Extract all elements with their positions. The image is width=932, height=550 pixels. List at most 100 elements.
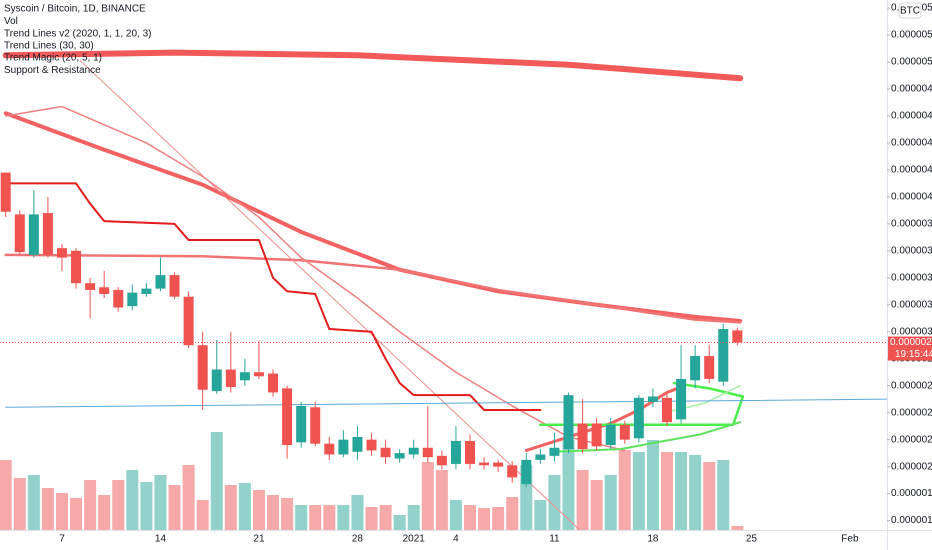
candle-body <box>338 439 349 455</box>
price-label-box <box>888 336 932 349</box>
candle-body <box>676 378 687 420</box>
candle-body <box>633 397 644 439</box>
volume-bar <box>632 452 645 530</box>
candle-body <box>239 372 250 381</box>
candle-body <box>225 369 236 388</box>
candle-body <box>253 372 264 377</box>
candle-body <box>42 213 53 255</box>
volume-bar <box>252 490 265 530</box>
volume-bar <box>576 470 589 530</box>
indicator-line <box>2 49 744 82</box>
candle-body <box>324 443 335 455</box>
y-tick-label: 0.00000380 <box>891 219 932 230</box>
y-tick-label: 0.00000480 <box>891 84 932 95</box>
candle-body <box>141 288 152 294</box>
candle-body <box>563 395 574 450</box>
plot-area <box>0 49 887 531</box>
indicator-line <box>79 60 581 531</box>
countdown-label: 19:15:44 <box>895 349 932 360</box>
candle-body <box>352 436 363 452</box>
candle-body <box>690 356 701 381</box>
candle-body <box>296 405 307 443</box>
currency-badge <box>898 2 922 19</box>
volume-bar <box>238 483 251 530</box>
volume-bar <box>478 508 491 530</box>
candle-body <box>85 283 96 290</box>
x-tick-label: 4 <box>453 534 459 545</box>
candle-body <box>549 447 560 456</box>
currency-badge-label: BTC <box>900 6 920 17</box>
volume-bar <box>267 495 280 530</box>
y-tick-label: 0.00000220 <box>891 434 932 445</box>
volume-bar <box>210 432 223 530</box>
indicator-line <box>553 421 742 453</box>
volume-bar <box>421 462 434 530</box>
candle-body <box>535 454 546 460</box>
candle-body <box>493 462 504 467</box>
candle-body <box>605 424 616 446</box>
volume-bar <box>562 440 575 530</box>
volume-bar <box>337 505 350 530</box>
candle-body <box>169 275 180 297</box>
x-tick-label: 7 <box>59 534 65 545</box>
volume-bar <box>379 505 392 530</box>
candle-body <box>28 214 39 255</box>
last-price-label: 0.00000292 <box>890 337 932 348</box>
y-tick-label: 0.00000420 <box>891 165 932 176</box>
candle-body <box>0 172 11 212</box>
candle-body <box>394 453 405 459</box>
volume-bar <box>84 480 97 530</box>
volume-bar <box>41 488 54 530</box>
indicator-line <box>524 385 683 452</box>
candle-body <box>56 248 67 258</box>
volume-bar <box>126 470 139 530</box>
legend: Syscoin / Bitcoin, 1D, BINANCE VolTrend … <box>4 4 152 76</box>
volume-bar <box>224 485 237 530</box>
candle-body <box>268 373 279 393</box>
volume-bar <box>168 485 181 530</box>
volume-bar <box>154 475 167 530</box>
x-tick-label: 25 <box>746 534 758 545</box>
candle-body <box>127 292 138 307</box>
chart-title: Syscoin / Bitcoin, 1D, BINANCE <box>4 4 146 15</box>
indicator-line <box>4 182 542 411</box>
y-tick-label: 0.00000500 <box>891 57 932 68</box>
y-tick-label: 0.00000360 <box>891 245 932 256</box>
candle-body <box>619 424 630 440</box>
volume-bar <box>55 493 68 530</box>
volume-bar <box>407 505 420 530</box>
candle-body <box>479 462 490 466</box>
countdown-box <box>888 348 932 361</box>
volume-bar <box>548 475 561 530</box>
volume-bar <box>98 495 111 530</box>
volume-bar <box>646 440 659 530</box>
indicator-label: Trend Lines v2 (2020, 1, 1, 20, 3) <box>4 28 152 39</box>
candle-body <box>14 214 25 253</box>
candle-body <box>422 447 433 458</box>
volume-bar <box>590 480 603 530</box>
volume-bar <box>70 498 83 530</box>
volume-bar <box>309 505 322 530</box>
overlay: 0.000005400.000005200.000005000.00000480… <box>59 2 932 545</box>
candle-body <box>647 396 658 402</box>
indicator-label: Trend Magic (20, 5, 1) <box>4 53 102 64</box>
volume-bar <box>717 460 730 530</box>
candle-body <box>577 423 588 450</box>
volume-bar <box>660 452 673 530</box>
candle-body <box>465 440 476 464</box>
x-tick-label: 21 <box>253 534 265 545</box>
candle-body <box>282 388 293 446</box>
y-tick-label: 0.00000340 <box>891 272 932 283</box>
y-tick-label: 0.00000300 <box>891 326 932 337</box>
candle-body <box>211 369 222 392</box>
volume-bar <box>351 495 364 530</box>
candle-body <box>591 423 602 447</box>
x-tick-label: 14 <box>155 534 167 545</box>
candle-body <box>704 356 715 379</box>
candle-body <box>310 407 321 444</box>
candle-body <box>197 345 208 390</box>
y-tick-label: 0.00000440 <box>891 138 932 149</box>
